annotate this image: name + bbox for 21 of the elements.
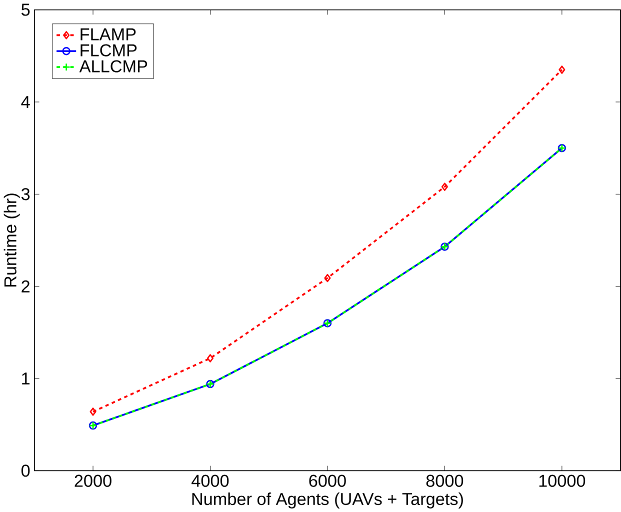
y-tick-label: 2: [22, 280, 30, 292]
y-tick-label: 5: [21, 4, 30, 16]
y-axis-title: Runtime (hr): [4, 194, 20, 286]
point: [441, 182, 448, 191]
x-tick-label: 2000: [74, 474, 112, 487]
point: [206, 354, 214, 362]
x-axis-title: Number of Agents (UAVs + Targets): [192, 492, 463, 508]
point: [90, 407, 96, 416]
y-tick-label: 3: [21, 188, 30, 200]
y-tick-label: 0: [21, 464, 30, 477]
legend-label: ALLCMP: [79, 60, 148, 72]
x-tick-label: 10000: [539, 474, 586, 487]
x-tick-label: 8000: [426, 474, 464, 487]
point: [558, 65, 566, 74]
x-tick-label: 4000: [192, 474, 229, 487]
legend-label: FLAMP: [80, 28, 136, 40]
y-tick-label: 1: [22, 372, 30, 384]
y-tick-label: 4: [21, 96, 30, 108]
legend-label: FLCMP: [80, 44, 137, 56]
x-tick-label: 6000: [309, 474, 346, 487]
point: [324, 274, 331, 282]
